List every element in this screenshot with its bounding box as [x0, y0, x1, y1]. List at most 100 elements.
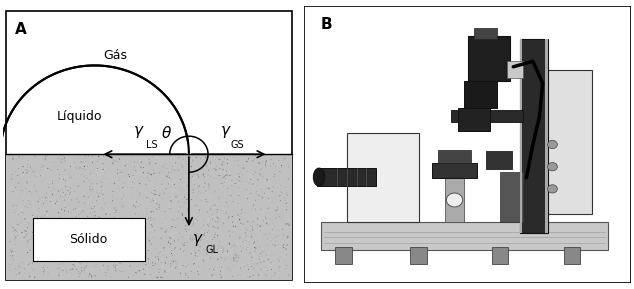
- Point: [247, 227, 257, 232]
- Point: [37, 195, 47, 199]
- Point: [196, 199, 206, 203]
- Point: [151, 158, 161, 163]
- Point: [164, 208, 174, 213]
- Point: [243, 263, 253, 267]
- Bar: [318, 168, 376, 186]
- Point: [230, 248, 240, 253]
- Point: [212, 234, 223, 238]
- Point: [255, 254, 265, 259]
- Point: [113, 233, 123, 237]
- Point: [171, 203, 181, 207]
- Point: [198, 190, 209, 195]
- Point: [123, 235, 133, 240]
- Point: [248, 273, 258, 278]
- Point: [255, 208, 265, 212]
- Point: [129, 176, 139, 181]
- Point: [77, 167, 87, 172]
- Point: [29, 168, 39, 173]
- Point: [205, 221, 215, 226]
- Point: [80, 201, 90, 205]
- Point: [154, 207, 164, 212]
- Point: [144, 265, 154, 270]
- Point: [124, 200, 134, 204]
- Point: [136, 160, 146, 164]
- Point: [178, 186, 188, 190]
- Point: [45, 197, 55, 202]
- Point: [86, 273, 96, 278]
- Point: [99, 197, 109, 201]
- Point: [202, 251, 212, 256]
- Point: [249, 201, 259, 205]
- Point: [246, 246, 256, 251]
- Point: [230, 256, 240, 261]
- Point: [205, 256, 216, 261]
- Point: [162, 173, 172, 178]
- Point: [79, 190, 89, 195]
- Point: [46, 167, 56, 172]
- Point: [65, 250, 75, 254]
- Point: [271, 238, 281, 243]
- Point: [103, 193, 113, 198]
- Point: [166, 217, 176, 222]
- Point: [131, 205, 141, 209]
- Point: [127, 224, 138, 229]
- Point: [190, 183, 200, 188]
- Point: [72, 267, 82, 272]
- Point: [160, 208, 171, 212]
- Point: [79, 201, 89, 205]
- Point: [205, 269, 216, 274]
- Point: [79, 164, 89, 169]
- Point: [217, 264, 228, 269]
- Point: [110, 206, 120, 210]
- Point: [129, 248, 139, 253]
- Point: [6, 186, 16, 190]
- Point: [166, 177, 176, 181]
- Point: [252, 238, 262, 242]
- Point: [39, 263, 49, 268]
- Point: [20, 216, 30, 221]
- Point: [95, 267, 105, 272]
- Point: [137, 241, 147, 245]
- Point: [144, 196, 154, 201]
- Point: [244, 193, 254, 198]
- Point: [9, 246, 19, 251]
- Point: [269, 230, 280, 235]
- Point: [212, 251, 222, 256]
- Point: [199, 186, 209, 191]
- Point: [273, 257, 283, 261]
- Point: [197, 255, 207, 260]
- Point: [22, 168, 32, 173]
- Point: [30, 242, 41, 247]
- Point: [57, 252, 67, 256]
- Point: [89, 264, 100, 269]
- Point: [242, 159, 252, 164]
- Point: [18, 199, 28, 203]
- Point: [143, 239, 153, 244]
- Point: [198, 265, 208, 269]
- Point: [228, 263, 238, 268]
- Point: [182, 172, 192, 176]
- Point: [55, 267, 65, 271]
- Point: [233, 213, 243, 217]
- Point: [113, 159, 124, 164]
- Point: [90, 274, 100, 278]
- Point: [73, 234, 83, 238]
- Point: [210, 251, 220, 255]
- Point: [165, 242, 176, 246]
- Point: [201, 248, 211, 253]
- Point: [13, 180, 23, 185]
- Point: [52, 199, 62, 203]
- Point: [145, 160, 155, 164]
- Point: [105, 219, 115, 224]
- Point: [250, 261, 261, 266]
- Point: [154, 203, 164, 208]
- Point: [278, 191, 288, 196]
- Point: [127, 275, 137, 279]
- Point: [258, 174, 268, 179]
- Point: [269, 172, 280, 177]
- Point: [8, 229, 18, 233]
- Point: [187, 159, 197, 164]
- Point: [122, 179, 133, 184]
- Point: [40, 213, 50, 217]
- Point: [250, 198, 261, 203]
